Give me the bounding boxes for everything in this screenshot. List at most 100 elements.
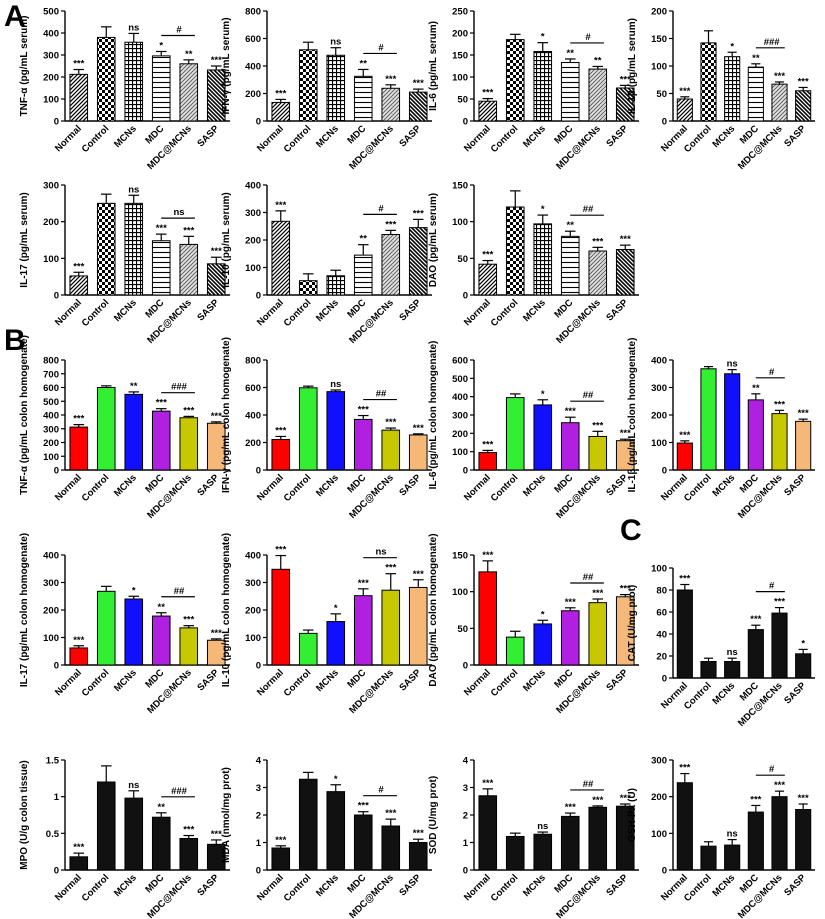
significance-label: ***	[565, 406, 576, 417]
x-tick-label: MCNs	[710, 472, 737, 499]
bar-mdc	[560, 61, 580, 122]
x-tick-label: Control	[80, 297, 112, 329]
y-tick-label: 400	[452, 392, 468, 403]
significance-label: ***	[358, 578, 369, 589]
x-tick-label: MCNs	[314, 297, 341, 324]
y-tick-label: 150	[452, 51, 468, 62]
y-tick-label: 300	[651, 383, 667, 394]
x-tick-label: MDC	[345, 667, 368, 690]
x-tick-label: MDC@MCNs	[736, 872, 785, 919]
bar-mdc-mcns	[179, 417, 199, 471]
y-tick-label: 50	[656, 89, 667, 100]
y-tick-label: 0	[54, 866, 59, 877]
bar-mdc-mcns	[771, 413, 788, 471]
x-tick-label: MDC	[143, 472, 166, 495]
y-tick-label: 4	[256, 756, 262, 767]
y-axis-label: GSH-Px (U)	[627, 788, 638, 842]
significance-label: ***	[798, 793, 809, 804]
x-tick-label: Normal	[255, 667, 286, 698]
y-tick-label: 1	[54, 792, 60, 803]
y-tick-label: 0	[463, 866, 468, 877]
y-tick-label: 2	[256, 811, 261, 822]
y-axis-label: IL-17 (pg/mL colon homogenate)	[19, 533, 30, 687]
x-tick-label: MCNs	[521, 472, 548, 499]
bar-mdc	[560, 815, 580, 871]
y-axis-label: TNF-α (pg/mL serum)	[19, 16, 30, 117]
y-tick-label: 200	[43, 73, 59, 84]
bar-normal	[69, 73, 89, 122]
bracket-label: #	[378, 42, 384, 53]
y-tick-label: 600	[245, 34, 261, 45]
x-tick-label: Control	[489, 123, 521, 155]
significance-label: ***	[679, 763, 690, 774]
bar-mdc	[151, 816, 171, 871]
bar-control	[505, 206, 525, 296]
bar-control	[505, 636, 525, 666]
significance-label: ns	[727, 647, 738, 658]
x-tick-label: Control	[282, 872, 314, 904]
y-tick-label: 400	[245, 411, 261, 422]
significance-label: ***	[774, 780, 785, 791]
significance-label: *	[801, 638, 805, 649]
bar-mcns	[124, 393, 144, 471]
bracket-label: #	[769, 764, 775, 775]
significance-label: **	[360, 234, 368, 245]
significance-label: ***	[385, 563, 396, 574]
x-tick-label: MCNs	[112, 472, 139, 499]
bracket-label: ##	[376, 389, 387, 400]
y-tick-label: 0	[256, 466, 261, 477]
panel-label-b: B	[4, 324, 26, 357]
significance-label: ***	[482, 550, 493, 561]
y-tick-label: 0	[662, 466, 667, 477]
bar-mdc-mcns	[381, 234, 401, 296]
bracket-label: ##	[583, 779, 594, 790]
x-tick-label: Normal	[255, 297, 286, 328]
x-tick-label: MCNs	[710, 872, 737, 899]
bar-control	[505, 39, 525, 122]
bar-sasp	[795, 90, 812, 122]
bracket-label: ###	[171, 382, 188, 393]
y-tick-label: 80	[656, 586, 667, 597]
chart-b_il1b: 0 100 200 300 400 IL-1β (pg/mL colon homogena…	[627, 338, 815, 521]
x-tick-label: MCNs	[521, 297, 548, 324]
significance-label: **	[752, 383, 760, 394]
y-axis-label: MPO (U/g colon tissue)	[19, 760, 30, 869]
x-tick-label: Normal	[53, 123, 84, 154]
chart-c_mpo: 0 0.5 1 1.5 MPO (U/g colon tissue) *** NormalC…	[19, 756, 230, 919]
bar-sasp	[408, 586, 428, 666]
bar-mcns	[326, 275, 346, 296]
bar-mdc-mcns	[381, 429, 401, 471]
y-tick-label: 0	[256, 866, 261, 877]
significance-label: ns	[330, 37, 341, 48]
significance-label: ***	[774, 71, 785, 82]
significance-label: ***	[275, 425, 286, 436]
y-tick-label: 300	[43, 51, 59, 62]
bar-normal	[478, 795, 498, 871]
y-tick-label: 300	[43, 578, 59, 589]
y-tick-label: 0	[256, 117, 261, 128]
x-tick-label: Normal	[462, 472, 493, 503]
x-tick-label: SASP	[604, 872, 631, 899]
bar-mdc-mcns	[381, 825, 401, 871]
y-tick-label: 200	[43, 217, 59, 228]
x-tick-label: Normal	[53, 872, 84, 903]
bar-control	[298, 632, 318, 666]
bar-mcns	[124, 41, 144, 122]
significance-label: ***	[774, 597, 785, 608]
significance-label: ***	[385, 417, 396, 428]
significance-label: ***	[774, 399, 785, 410]
x-tick-label: MCNs	[314, 667, 341, 694]
y-tick-label: 1.5	[46, 756, 60, 767]
bar-control	[505, 835, 525, 871]
y-tick-label: 100	[43, 95, 59, 106]
y-tick-label: 0	[463, 466, 468, 477]
bar-control	[96, 590, 116, 666]
y-tick-label: 0	[463, 661, 468, 672]
bar-mdc	[747, 66, 764, 122]
significance-label: ***	[211, 411, 222, 422]
